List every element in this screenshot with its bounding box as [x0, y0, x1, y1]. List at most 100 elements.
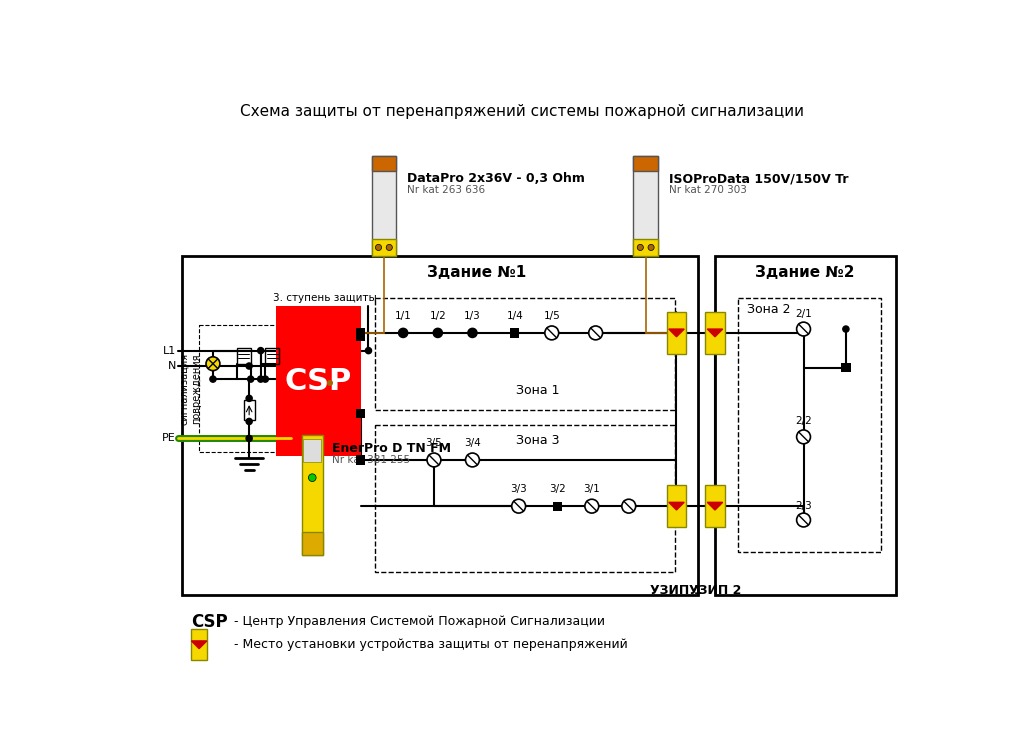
Bar	[841, 363, 850, 372]
Text: Схема защиты от перенапряжений системы пожарной сигнализации: Схема защиты от перенапряжений системы п…	[239, 105, 804, 120]
Text: L1: L1	[163, 346, 176, 355]
Text: ISOProData 150V/150V Tr: ISOProData 150V/150V Tr	[669, 172, 848, 185]
Circle shape	[427, 453, 441, 467]
Bar	[667, 485, 686, 527]
Text: Nr kat 381 255: Nr kat 381 255	[332, 455, 409, 465]
Text: 1/3: 1/3	[464, 311, 480, 321]
Text: сигнализация
повреждения: сигнализация повреждения	[179, 352, 201, 425]
Text: 1/5: 1/5	[544, 311, 560, 321]
Bar	[356, 332, 365, 341]
Circle shape	[648, 245, 655, 251]
Text: 2/2: 2/2	[795, 416, 812, 426]
Bar	[237, 349, 250, 364]
Bar	[372, 156, 396, 256]
Circle shape	[263, 376, 269, 383]
Bar	[276, 306, 360, 456]
Circle shape	[210, 376, 216, 383]
Text: Nr kat 263 636: Nr kat 263 636	[407, 185, 486, 196]
Bar	[375, 298, 675, 410]
Bar	[375, 425, 675, 572]
Bar	[553, 501, 562, 511]
Bar	[633, 156, 658, 171]
Circle shape	[797, 430, 810, 444]
Text: Здание №1: Здание №1	[427, 265, 526, 280]
Bar	[633, 156, 658, 256]
Polygon shape	[669, 502, 684, 510]
Text: PE: PE	[162, 434, 176, 444]
Circle shape	[512, 499, 525, 513]
Text: Здание №2: Здание №2	[755, 265, 855, 280]
Bar	[303, 439, 321, 462]
Bar	[738, 298, 881, 553]
Circle shape	[637, 245, 643, 251]
Polygon shape	[191, 641, 207, 648]
Bar	[372, 156, 396, 171]
Circle shape	[588, 326, 603, 340]
Circle shape	[258, 348, 264, 354]
Text: УЗИП 2: УЗИП 2	[689, 584, 741, 597]
Text: 2/3: 2/3	[795, 501, 812, 511]
Circle shape	[434, 328, 443, 337]
Text: - Центр Управления Системой Пожарной Сигнализации: - Центр Управления Системой Пожарной Сиг…	[234, 615, 605, 628]
Text: 1/2: 1/2	[430, 311, 446, 321]
Text: N: N	[168, 361, 176, 371]
Text: Зона 1: Зона 1	[516, 384, 560, 397]
Circle shape	[247, 376, 253, 383]
Text: 3/5: 3/5	[426, 438, 442, 448]
Text: DataPro 2x36V - 0,3 Ohm: DataPro 2x36V - 0,3 Ohm	[407, 172, 585, 185]
Circle shape	[465, 453, 479, 467]
Text: 3/3: 3/3	[510, 484, 527, 494]
Text: Nr kat 270 303: Nr kat 270 303	[669, 185, 746, 196]
Bar	[667, 312, 686, 354]
Circle shape	[468, 328, 477, 337]
Text: EnerPro D TN FM: EnerPro D TN FM	[332, 442, 451, 455]
Text: 3/4: 3/4	[464, 438, 480, 448]
Text: CSP: CSP	[191, 613, 228, 631]
Circle shape	[308, 474, 317, 481]
Circle shape	[376, 245, 382, 251]
Text: 3/2: 3/2	[549, 484, 566, 494]
Bar	[715, 256, 896, 595]
Text: 1/4: 1/4	[506, 311, 523, 321]
Circle shape	[843, 326, 849, 332]
Text: 1/1: 1/1	[395, 311, 411, 321]
Text: УЗИП 1: УЗИП 1	[651, 584, 702, 597]
Bar	[705, 312, 725, 354]
Text: 2/1: 2/1	[795, 309, 812, 319]
Bar	[302, 435, 323, 555]
Circle shape	[622, 499, 635, 513]
Bar	[510, 328, 519, 337]
Circle shape	[797, 513, 810, 527]
Bar	[266, 349, 279, 364]
Circle shape	[246, 395, 252, 401]
Circle shape	[398, 328, 408, 337]
Circle shape	[797, 322, 810, 336]
Polygon shape	[669, 329, 684, 337]
Bar	[191, 630, 207, 660]
Bar	[302, 532, 323, 555]
Text: - Место установки устройства защиты от перенапряжений: - Место установки устройства защиты от п…	[234, 639, 627, 651]
Text: 3. ступень защиты: 3. ступень защиты	[273, 293, 377, 303]
Circle shape	[328, 381, 332, 386]
Circle shape	[258, 376, 264, 383]
Bar	[356, 409, 365, 419]
Text: Зона 3: Зона 3	[516, 434, 560, 447]
Bar	[705, 485, 725, 527]
Bar	[356, 328, 365, 337]
Circle shape	[246, 435, 252, 441]
Circle shape	[246, 419, 252, 425]
Bar	[182, 256, 698, 595]
Circle shape	[545, 326, 559, 340]
Circle shape	[246, 363, 252, 369]
Bar	[372, 239, 396, 256]
Text: CSP: CSP	[285, 367, 352, 395]
Polygon shape	[708, 502, 723, 510]
Bar	[356, 456, 365, 465]
Circle shape	[585, 499, 599, 513]
Text: 3/1: 3/1	[583, 484, 601, 494]
Text: Зона 2: Зона 2	[747, 303, 791, 316]
Circle shape	[365, 348, 372, 354]
Bar	[633, 239, 658, 256]
Circle shape	[206, 357, 220, 370]
Polygon shape	[708, 329, 723, 337]
